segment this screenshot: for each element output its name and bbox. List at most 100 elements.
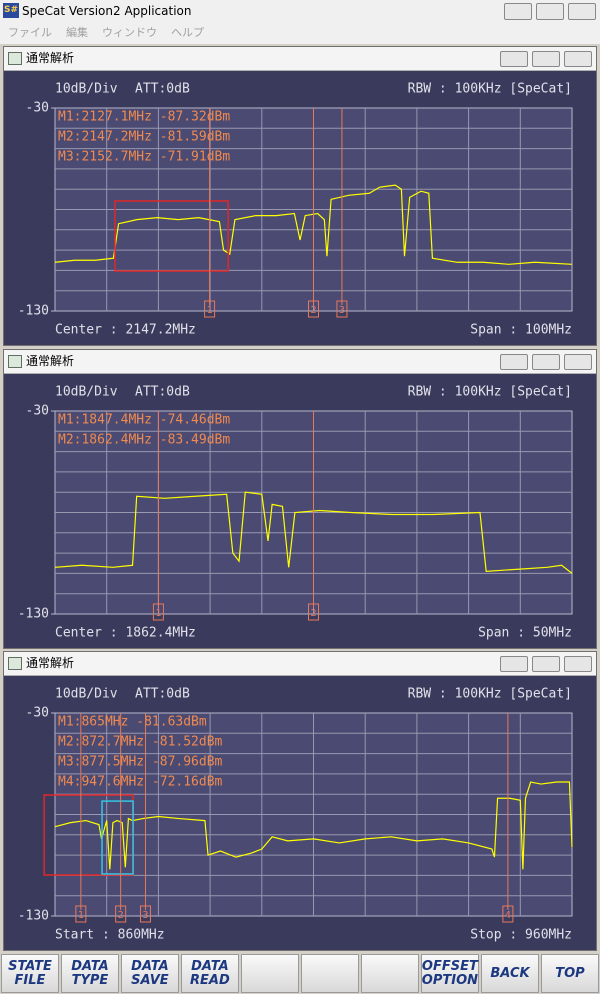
y-tick-label: -130 [18, 304, 49, 319]
marker-flag [75, 905, 87, 923]
panel-minimize[interactable] [500, 656, 528, 672]
y-tick-label: -130 [18, 909, 49, 924]
marker-readout: M3:877.5MHz -87.96dBm [58, 755, 223, 770]
menu-item[interactable]: ファイル [8, 26, 52, 39]
footer-right: Span : 100MHz [470, 323, 572, 338]
panel-close[interactable] [564, 51, 592, 67]
button-label: DATA [191, 958, 229, 974]
close-button[interactable] [568, 3, 596, 20]
button-label: FILE [14, 972, 46, 988]
att-label: ATT:0dB [135, 385, 190, 400]
function-button[interactable]: DATA TYPE [60, 954, 119, 993]
rbw-label: RBW : 100KHz [SpeCat] [408, 687, 572, 702]
marker-readout: M2:2147.2MHz -81.59dBm [58, 130, 230, 145]
blank-button[interactable] [300, 954, 359, 993]
window-title: SpeCat Version2 Application [22, 4, 192, 18]
y-tick-label: -130 [18, 607, 49, 622]
button-label: DATA [131, 958, 169, 974]
scale-label: 10dB/Div [55, 82, 118, 97]
menu-item[interactable]: 編集 [66, 26, 88, 39]
marker-readout: M3:2152.7MHz -71.91dBm [58, 150, 230, 165]
highlight-box [101, 800, 134, 875]
marker-readout: M4:947.6MHz -72.16dBm [58, 775, 223, 790]
footer-left: Center : 2147.2MHz [55, 323, 196, 338]
footer-right: Span : 50MHz [478, 626, 572, 641]
button-label: STATE [8, 958, 52, 974]
spectrum-chart: -130 -30 10dB/Div ATT:0dB RBW : 100KHz [SpeC… [18, 687, 573, 943]
button-label: OPTION [421, 972, 478, 988]
restore-button[interactable] [536, 3, 564, 20]
minimize-button[interactable] [504, 3, 532, 20]
button-label: TOP [555, 965, 585, 981]
att-label: ATT:0dB [135, 687, 190, 702]
panel-icon [8, 657, 22, 670]
marker-number: 1 [78, 910, 84, 921]
marker-number: 1 [207, 305, 213, 316]
panel-title: 通常解析 [26, 354, 75, 368]
marker-flag [308, 603, 319, 621]
trace [54, 184, 573, 265]
marker-number: 3 [142, 910, 148, 921]
panel-close[interactable] [564, 656, 592, 672]
panel-title: 通常解析 [26, 656, 75, 670]
function-button[interactable]: DATA SAVE [120, 954, 179, 993]
panel-minimize[interactable] [500, 354, 528, 370]
spectrum-chart: -130 -30 10dB/Div ATT:0dB RBW : 100KHz [SpeC… [18, 385, 573, 641]
footer-right: Stop : 960MHz [470, 928, 572, 943]
panel-maximize[interactable] [532, 51, 560, 67]
panel-title-bar: 通常解析 [4, 652, 596, 676]
function-button[interactable]: DATA READ [180, 954, 239, 993]
menu-item[interactable]: ヘルプ [171, 26, 204, 39]
menu-bar: ファイル 編集 ウィンドウ ヘルプ [0, 22, 600, 44]
marker-number: 2 [310, 305, 316, 316]
analysis-panel: 通常解析 -130 -30 10dB/Div ATT:0dB RBW : 100KHz [… [3, 349, 597, 649]
panel-title-bar: 通常解析 [4, 47, 596, 71]
marker-readout: M1:865MHz -81.63dBm [58, 715, 207, 730]
function-button[interactable]: TOP [540, 954, 599, 993]
button-label: DATA [71, 958, 109, 974]
analysis-panel: 通常解析 -130 -30 10dB/Div ATT:0dB RBW : 100KHz [… [3, 651, 597, 951]
marker-flag [336, 300, 348, 318]
blank-button[interactable] [360, 954, 419, 993]
marker-readout: M1:2127.1MHz -87.32dBm [58, 110, 230, 125]
y-tick-label: -30 [26, 101, 49, 116]
panel-icon [8, 52, 22, 65]
title-bar: S# SpeCat Version2 Application [0, 0, 600, 22]
panel-close[interactable] [564, 354, 592, 370]
y-tick-label: -30 [26, 404, 49, 419]
marker-readout: M1:1847.4MHz -74.46dBm [58, 413, 230, 428]
highlight-box [114, 200, 229, 272]
marker-number: 3 [339, 305, 345, 316]
function-button[interactable]: BACK [481, 954, 539, 993]
panel-maximize[interactable] [532, 354, 560, 370]
footer-left: Center : 1862.4MHz [55, 626, 196, 641]
app-icon: S# [3, 3, 19, 18]
panel-minimize[interactable] [500, 51, 528, 67]
rbw-label: RBW : 100KHz [SpeCat] [408, 385, 572, 400]
marker-flag [139, 905, 151, 923]
marker-flag [115, 905, 127, 923]
marker-readout: M2:1862.4MHz -83.49dBm [58, 433, 230, 448]
function-button[interactable]: OFFSET OPTION [420, 954, 479, 993]
menu-item[interactable]: ウィンドウ [102, 26, 157, 39]
blank-button[interactable] [240, 954, 299, 993]
panel-maximize[interactable] [532, 656, 560, 672]
marker-flag [204, 300, 216, 318]
panel-icon [8, 355, 22, 368]
footer-left: Start : 860MHz [55, 928, 165, 943]
trace [54, 781, 573, 870]
marker-number: 4 [505, 910, 511, 921]
scale-label: 10dB/Div [55, 687, 118, 702]
function-button[interactable]: STATE FILE [1, 954, 59, 993]
marker-number: 1 [155, 608, 161, 619]
function-keys: STATE FILE DATA TYPE DATA SAVE DATA READ OFFSET O… [0, 953, 600, 994]
button-label: SAVE [131, 972, 169, 988]
analysis-panel: 通常解析 -130 -30 10dB/Div ATT:0dB RBW : 100KHz [… [3, 46, 597, 346]
marker-number: 2 [118, 910, 124, 921]
rbw-label: RBW : 100KHz [SpeCat] [408, 82, 572, 97]
trace [54, 491, 573, 574]
button-label: BACK [490, 965, 530, 981]
marker-number: 2 [310, 608, 316, 619]
marker-readout: M2:872.7MHz -81.52dBm [58, 735, 223, 750]
